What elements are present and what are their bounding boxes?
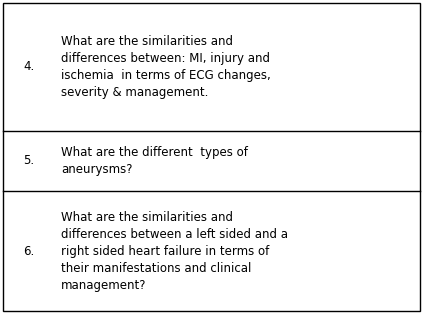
Text: What are the different  types of
aneurysms?: What are the different types of aneurysm… [61, 146, 248, 176]
Text: 5.: 5. [23, 154, 34, 167]
Text: 6.: 6. [23, 245, 35, 258]
Text: 4.: 4. [23, 60, 35, 73]
Text: What are the similarities and
differences between a left sided and a
right sided: What are the similarities and difference… [61, 211, 288, 292]
Text: What are the similarities and
differences between: MI, injury and
ischemia  in t: What are the similarities and difference… [61, 35, 271, 99]
